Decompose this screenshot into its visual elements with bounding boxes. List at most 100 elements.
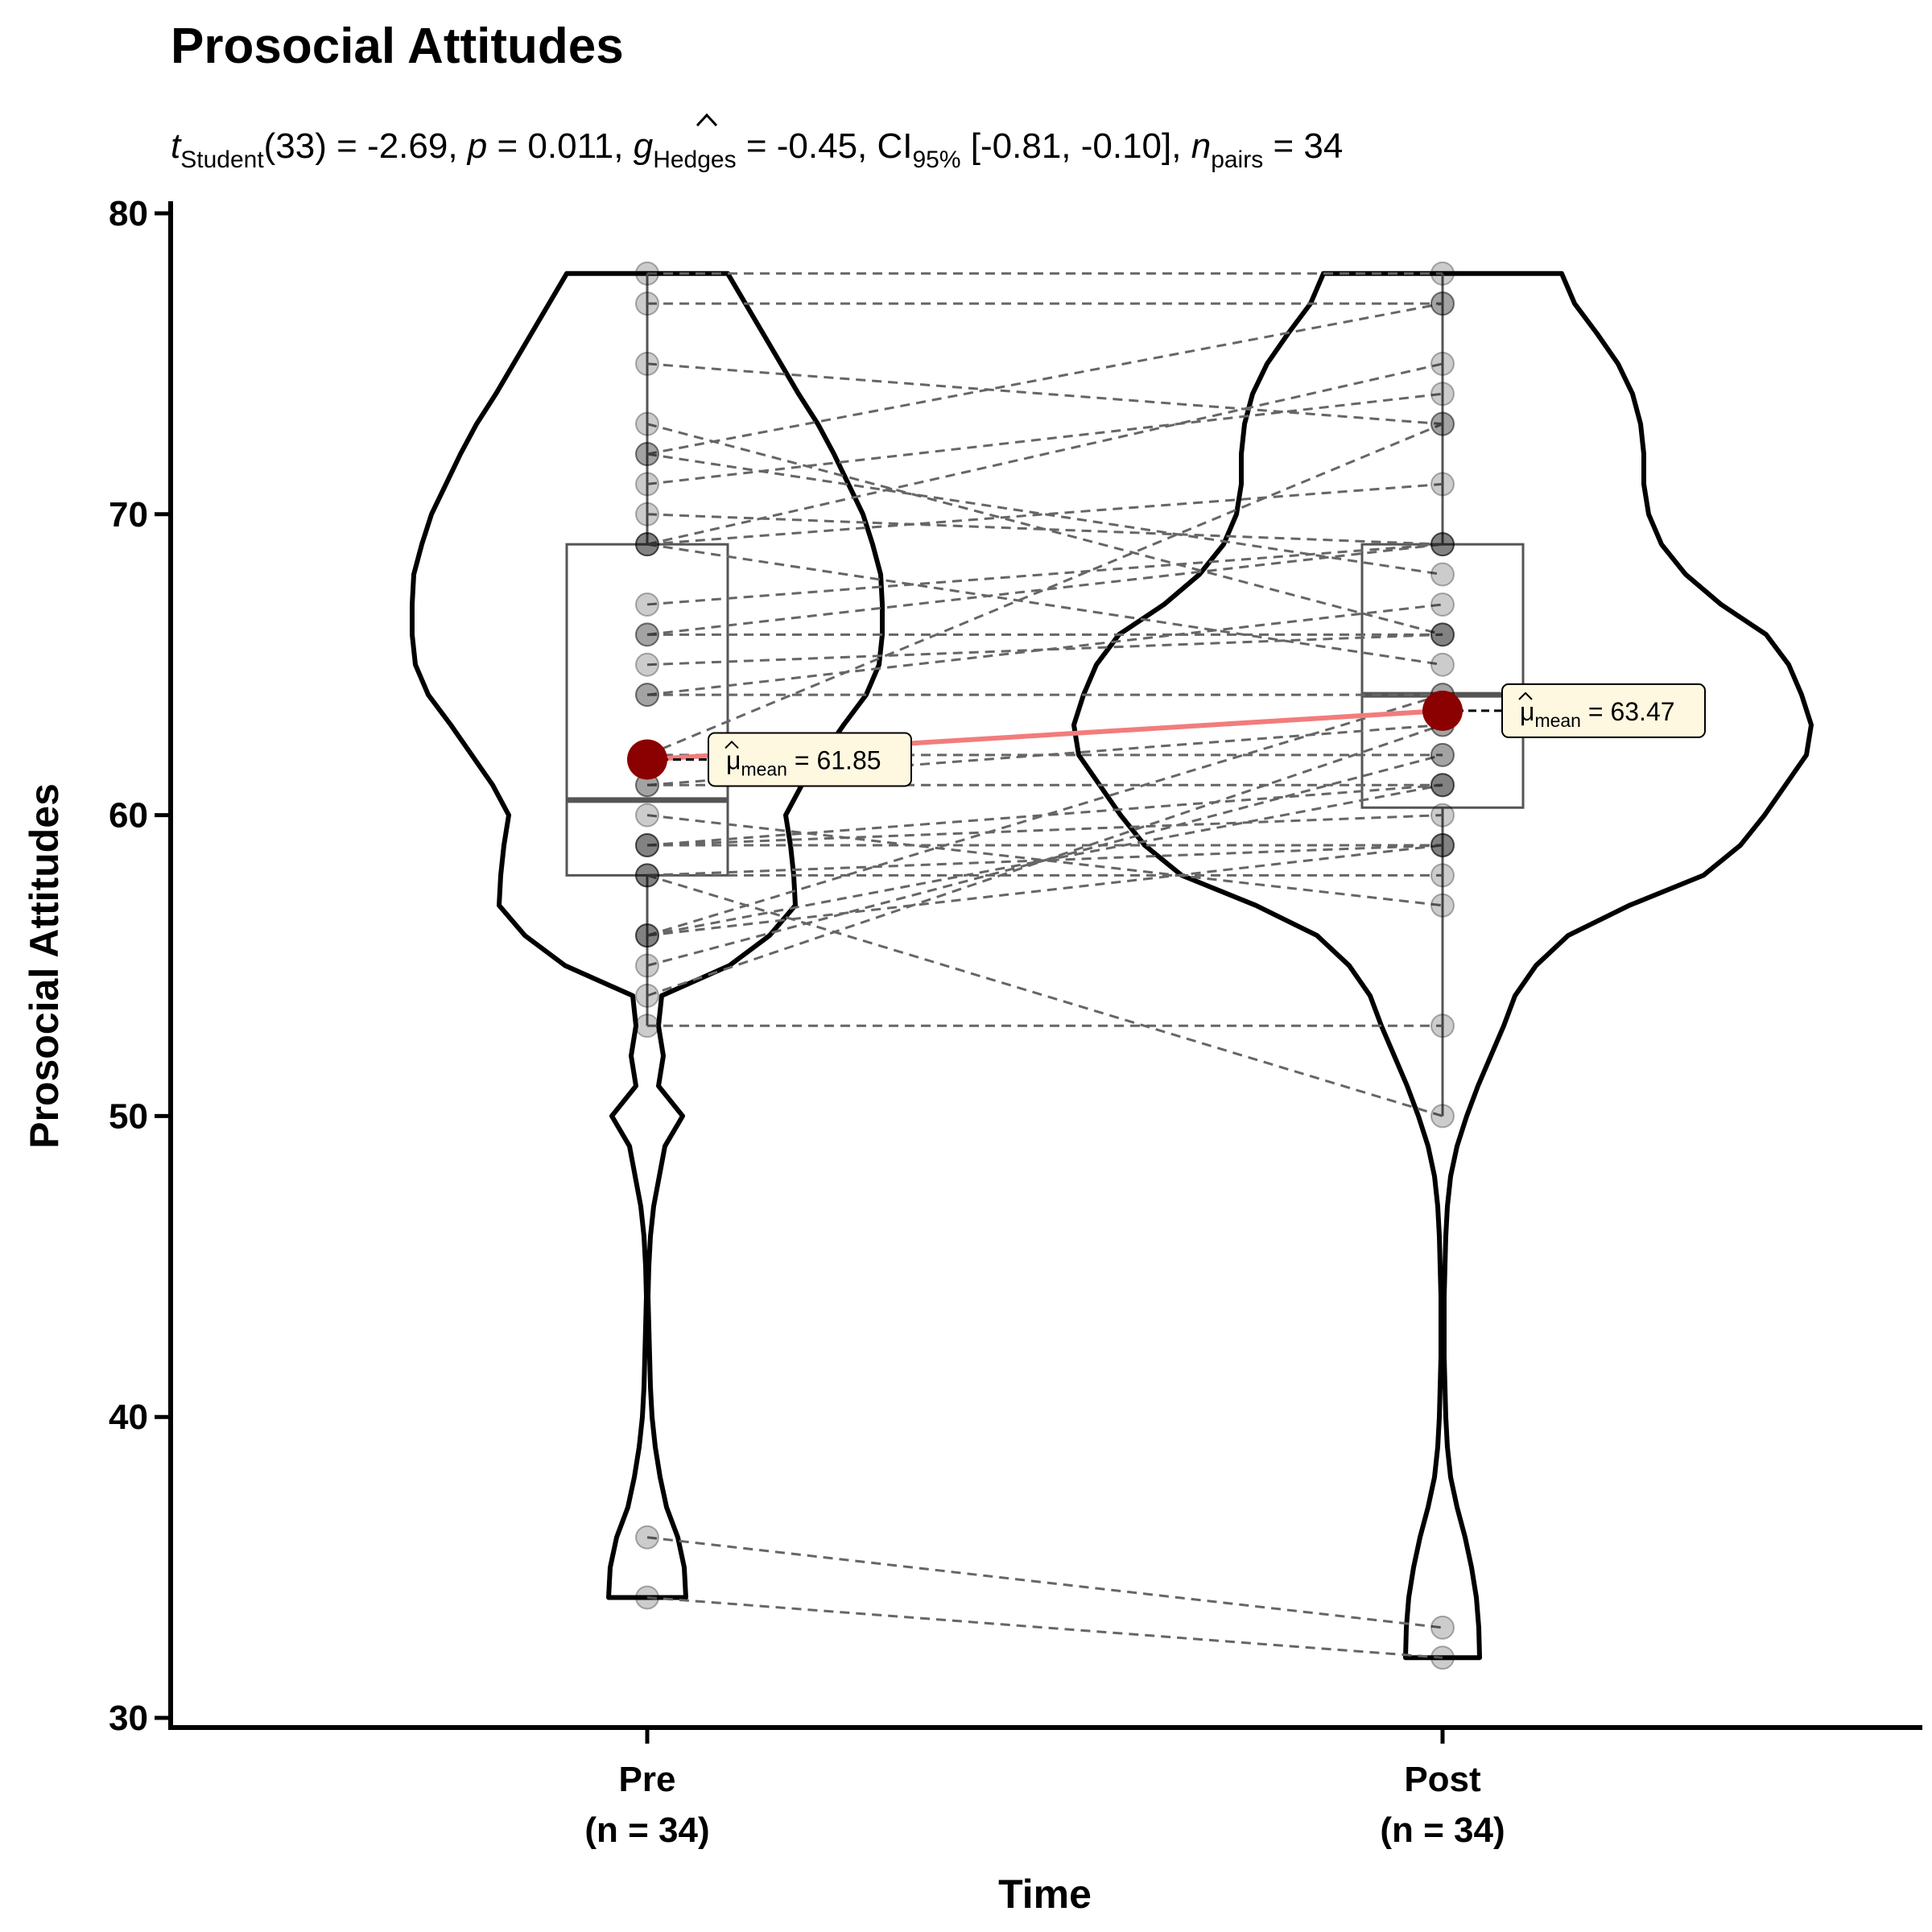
pair-line — [646, 513, 1443, 546]
point-pre — [635, 291, 659, 316]
point-post — [1430, 382, 1455, 407]
point-pre — [635, 442, 659, 467]
point-post — [1430, 411, 1455, 436]
point-pre — [635, 923, 659, 948]
y-tick-label: 40 — [109, 1397, 148, 1437]
point-pre — [635, 1013, 659, 1038]
subtitle-n-label: n — [1191, 126, 1211, 166]
point-pre — [635, 532, 659, 557]
point-pre — [635, 683, 659, 708]
point-pre — [635, 532, 659, 557]
point-post — [1430, 532, 1455, 557]
mean-label-pre-point — [627, 739, 667, 780]
g-hat-icon — [696, 113, 718, 127]
subtitle-g-sub: Hedges — [653, 147, 736, 173]
violin-pre — [410, 270, 885, 1600]
pair-line — [646, 392, 1443, 485]
point-post — [1430, 472, 1455, 497]
point-post — [1430, 622, 1455, 647]
pair-line — [646, 603, 1443, 696]
point-pre — [635, 683, 659, 708]
pair-line — [646, 543, 1443, 606]
x-tick-label: Pre — [619, 1760, 676, 1799]
point-pre — [635, 411, 659, 436]
pair-line — [646, 362, 1443, 426]
point-pre — [635, 923, 659, 948]
x-tick-label: Post — [1404, 1760, 1481, 1799]
point-post — [1430, 832, 1455, 857]
point-pre — [635, 261, 659, 286]
subtitle-n-sub: pairs — [1211, 147, 1263, 173]
subtitle-p-label: p — [466, 126, 487, 166]
point-post — [1430, 1615, 1455, 1640]
pair-line — [646, 873, 1443, 1117]
x-tick-n-label: (n = 34) — [1380, 1810, 1505, 1850]
mean-value: = 61.85 — [787, 745, 881, 774]
point-post — [1430, 742, 1455, 767]
point-pre — [635, 592, 659, 617]
point-post — [1430, 893, 1455, 918]
y-tick-label: 30 — [109, 1699, 148, 1738]
point-post — [1430, 532, 1455, 557]
pair-line — [646, 423, 1443, 757]
subtitle-g-value: = -0.45, CI — [737, 126, 913, 166]
subtitle-ci-sub: 95% — [913, 147, 961, 173]
point-pre — [635, 442, 659, 467]
chart-subtitle: tStudent(33) = -2.69, p = 0.011, gHedges… — [171, 126, 1343, 173]
subtitle-t-label: t — [171, 126, 182, 166]
subtitle-t-sub: Student — [180, 147, 264, 173]
point-post — [1430, 773, 1455, 798]
point-post — [1430, 411, 1455, 436]
pair-line — [646, 814, 1443, 907]
pair-line — [646, 302, 1443, 456]
mu-hat-icon — [724, 741, 739, 749]
point-post — [1430, 863, 1455, 888]
pair-line — [646, 1596, 1443, 1659]
point-post — [1430, 832, 1455, 857]
pair-line — [646, 844, 1443, 877]
mean-label-post: μmean = 63.47 — [1501, 683, 1706, 738]
mean-label-box — [1501, 683, 1706, 738]
pair-line — [646, 693, 1443, 937]
pair-line — [646, 844, 1443, 937]
point-post — [1430, 291, 1455, 316]
mean-label-pre: μmean = 61.85 — [708, 732, 912, 787]
pair-line — [646, 362, 1443, 546]
mean-value: = 63.47 — [1581, 697, 1675, 726]
x-tick-n-label: (n = 34) — [584, 1810, 709, 1850]
point-post — [1430, 742, 1455, 767]
point-pre — [635, 832, 659, 857]
point-post — [1430, 1645, 1455, 1670]
mean-mu: μ — [1520, 697, 1534, 726]
mean-sub: mean — [1534, 710, 1581, 731]
mean-label-text: μmean = 63.47 — [1520, 697, 1675, 731]
point-post — [1430, 652, 1455, 677]
axes: 30 40 50 60 70 80 Pre (n = 34) Post (n = 34) — [109, 194, 1922, 1850]
point-post — [1430, 622, 1455, 647]
pair-line — [646, 814, 1443, 847]
pair-line — [646, 543, 1443, 667]
subtitle-g-label: g — [634, 126, 654, 166]
point-post — [1430, 562, 1455, 587]
point-pre — [635, 1525, 659, 1550]
point-post — [1430, 1104, 1455, 1129]
point-pre — [635, 953, 659, 978]
subtitle-df: (33) = -2.69, — [264, 126, 468, 166]
pair-line — [646, 423, 1443, 636]
point-post — [1430, 261, 1455, 286]
y-tick-label: 80 — [109, 194, 148, 233]
y-tick-label: 50 — [109, 1096, 148, 1136]
x-axis-title: Time — [998, 1872, 1092, 1917]
pair-line — [646, 1536, 1443, 1629]
point-post — [1430, 532, 1455, 557]
point-pre — [635, 983, 659, 1008]
y-tick-label: 60 — [109, 796, 148, 836]
subtitle-n-value: = 34 — [1263, 126, 1343, 166]
mean-label-text: μmean = 61.85 — [726, 745, 881, 779]
mean-mu: μ — [726, 745, 741, 774]
point-pre — [635, 832, 659, 857]
point-post — [1430, 832, 1455, 857]
point-pre — [635, 652, 659, 677]
